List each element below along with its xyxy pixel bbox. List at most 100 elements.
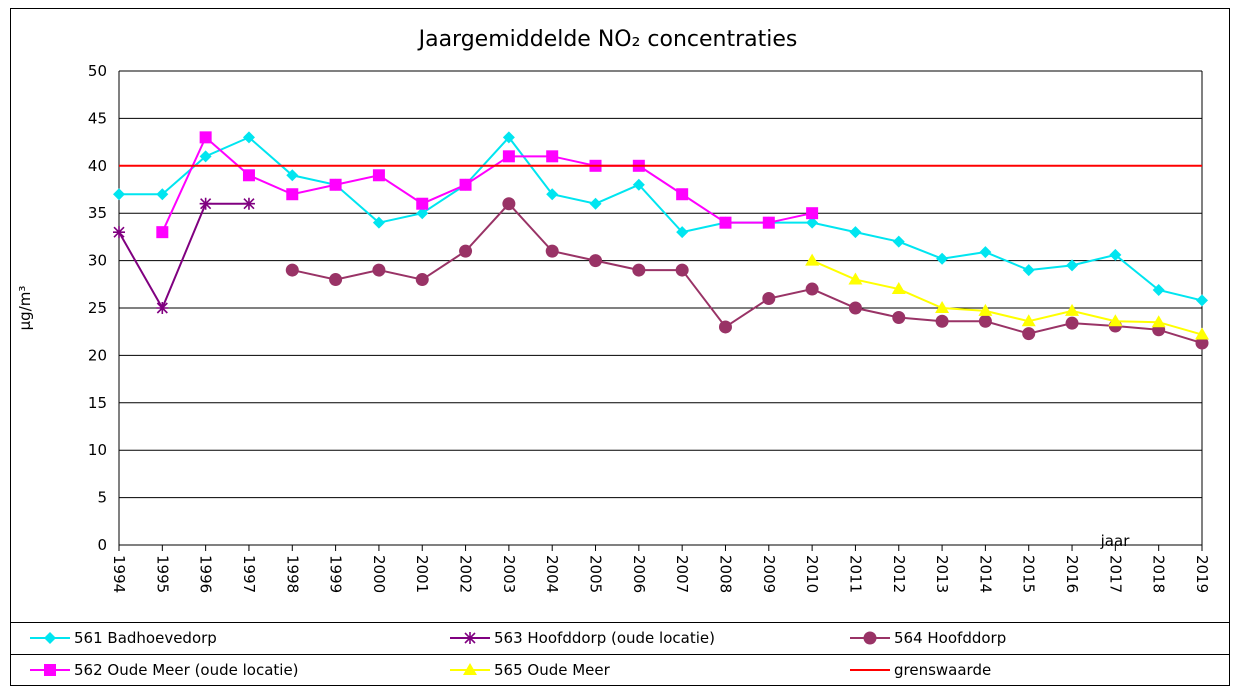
data-point xyxy=(156,226,169,239)
data-point xyxy=(502,131,515,144)
x-tick-label: 2018 xyxy=(1150,555,1168,593)
y-axis-label: µg/m³ xyxy=(16,286,34,331)
x-tick-label: 2010 xyxy=(803,555,821,593)
data-point xyxy=(936,252,949,265)
data-point xyxy=(1195,336,1209,350)
x-tick-label: 1997 xyxy=(240,555,258,593)
data-point xyxy=(676,188,689,201)
x-tick-label: 2017 xyxy=(1106,555,1124,593)
legend-marker xyxy=(463,663,477,675)
x-tick-label: 2003 xyxy=(500,555,518,593)
series-line xyxy=(119,135,1203,302)
data-point xyxy=(1108,314,1123,327)
data-point xyxy=(329,178,342,191)
y-tick-label: 10 xyxy=(88,441,107,459)
data-point xyxy=(546,150,559,163)
data-point xyxy=(286,188,299,201)
data-point xyxy=(502,150,515,163)
legend-label: 563 Hoofddorp (oude locatie) xyxy=(494,629,715,647)
y-tick-label: 45 xyxy=(88,109,107,127)
data-point xyxy=(1065,303,1080,316)
data-point xyxy=(242,131,255,144)
data-point xyxy=(113,188,125,201)
legend-label: 561 Badhoevedorp xyxy=(74,629,217,647)
data-point xyxy=(459,244,473,258)
y-tick-label: 35 xyxy=(88,204,107,222)
data-point xyxy=(416,207,429,220)
data-point xyxy=(329,273,343,287)
series-line xyxy=(161,135,813,233)
x-tick-label: 1996 xyxy=(197,555,215,593)
legend-label: grenswaarde xyxy=(894,661,991,679)
x-tick-label: 2005 xyxy=(587,555,605,593)
x-tick-label: 2007 xyxy=(673,555,691,593)
x-tick-label: 2016 xyxy=(1063,555,1081,593)
data-point xyxy=(372,263,386,277)
x-tick-label: 1995 xyxy=(153,555,171,593)
data-point xyxy=(632,178,645,191)
x-tick-label: 2009 xyxy=(760,555,778,593)
x-tick-label: 2002 xyxy=(457,555,475,593)
x-tick-label: 2015 xyxy=(1020,555,1038,593)
x-tick-label: 2013 xyxy=(933,555,951,593)
data-point xyxy=(892,235,905,248)
data-point xyxy=(589,197,602,210)
legend-label: 562 Oude Meer (oude locatie) xyxy=(74,661,299,679)
y-tick-label: 5 xyxy=(97,489,107,507)
data-point xyxy=(848,301,862,315)
data-point xyxy=(1152,283,1165,296)
data-point xyxy=(1065,316,1079,330)
x-tick-label: 2004 xyxy=(543,555,561,593)
data-point xyxy=(372,216,385,229)
data-point xyxy=(805,282,819,296)
data-point xyxy=(891,282,906,295)
y-tick-label: 15 xyxy=(88,394,107,412)
y-tick-label: 25 xyxy=(88,299,107,317)
data-point xyxy=(199,150,212,163)
x-tick-label: 2014 xyxy=(976,555,994,593)
x-tick-label: 2012 xyxy=(890,555,908,593)
data-point xyxy=(459,178,472,191)
legend-marker xyxy=(44,632,56,644)
data-point xyxy=(415,273,429,287)
data-point xyxy=(675,263,689,277)
data-point xyxy=(372,169,385,182)
x-tick-label: 2011 xyxy=(846,555,864,593)
legend-marker xyxy=(863,631,877,645)
data-point xyxy=(242,197,255,210)
chart-title: Jaargemiddelde NO₂ concentraties xyxy=(417,27,798,52)
data-point xyxy=(286,169,299,182)
x-tick-label: 2019 xyxy=(1193,555,1211,593)
data-point xyxy=(1022,327,1036,341)
legend-label: 565 Oude Meer xyxy=(494,661,611,679)
data-point xyxy=(113,226,125,239)
data-point xyxy=(935,314,949,328)
data-point xyxy=(546,188,559,201)
data-point xyxy=(978,303,993,316)
data-point xyxy=(1151,315,1166,328)
series-line xyxy=(118,202,249,311)
series-line xyxy=(292,202,1203,345)
x-tick-label: 2006 xyxy=(630,555,648,593)
x-tick-label: 2000 xyxy=(370,555,388,593)
chart-frame xyxy=(10,8,1230,686)
data-point xyxy=(156,302,169,314)
data-point xyxy=(892,310,906,324)
x-tick-label: 1998 xyxy=(283,555,301,593)
data-point xyxy=(805,253,820,266)
y-tick-label: 0 xyxy=(97,536,107,554)
series-line xyxy=(811,259,1203,336)
y-tick-label: 30 xyxy=(88,252,107,270)
data-point xyxy=(1196,294,1208,307)
data-point xyxy=(416,197,429,210)
x-tick-label: 2008 xyxy=(716,555,734,593)
data-point xyxy=(1022,264,1035,277)
x-tick-label: 2001 xyxy=(413,555,431,593)
x-tick-label: 1994 xyxy=(110,555,128,593)
data-point xyxy=(156,188,169,201)
data-point xyxy=(719,216,732,229)
data-point xyxy=(849,226,862,239)
data-point xyxy=(502,197,516,211)
legend-marker xyxy=(44,664,56,676)
